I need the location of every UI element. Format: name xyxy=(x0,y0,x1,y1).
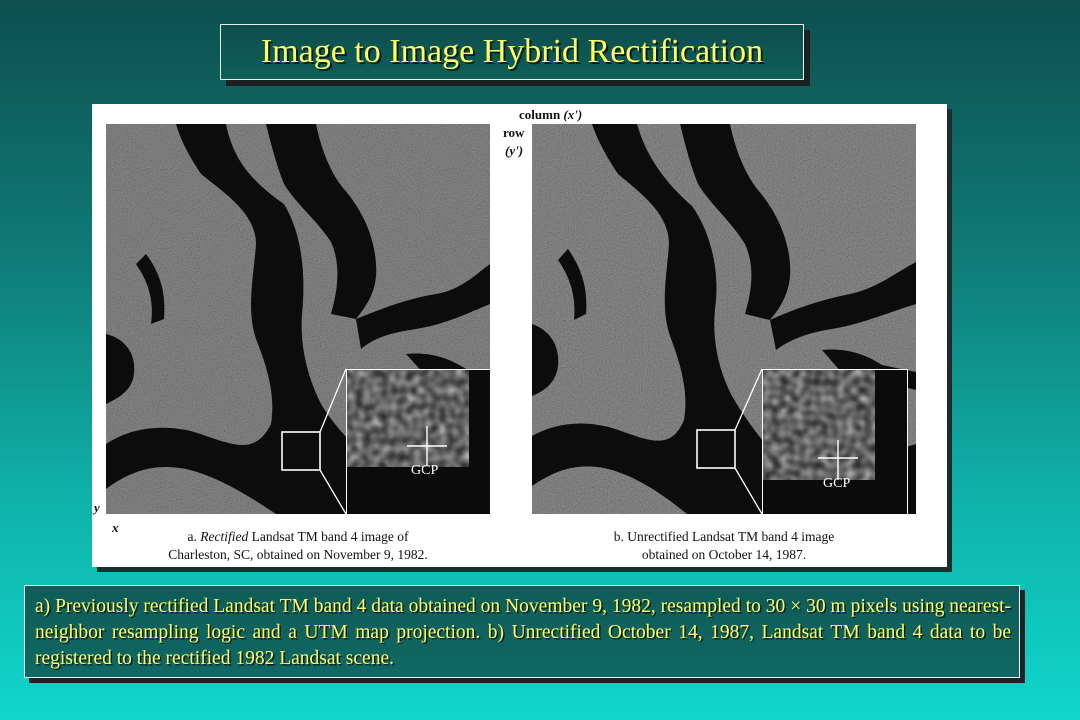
zoom-pixels-a xyxy=(347,370,458,466)
axis-y-label: y xyxy=(94,500,100,515)
title-box: Image to Image Hybrid Rectification xyxy=(220,24,804,80)
axis-x-label: x xyxy=(112,520,119,535)
zoom-line-bottom xyxy=(734,467,763,514)
axis-column-label: column (x') xyxy=(519,107,583,122)
gcp-zoom-inset-b: GCP xyxy=(762,369,908,514)
gcp-selection-box xyxy=(281,431,321,471)
caption-a: a. Rectified Landsat TM band 4 image of … xyxy=(168,529,428,562)
gcp-selection-box xyxy=(696,429,736,469)
axis-row-label: row xyxy=(503,125,525,140)
gcp-label-a: GCP xyxy=(411,463,439,478)
slide-title: Image to Image Hybrid Rectification xyxy=(260,33,764,70)
figure: GCP column (x') row (y') xyxy=(92,104,947,567)
gcp-zoom-inset-a: GCP xyxy=(346,369,490,514)
satellite-image-rectified: GCP xyxy=(106,124,490,514)
land-patch xyxy=(763,370,865,470)
satellite-image-unrectified: GCP xyxy=(532,124,916,514)
zoom-line-top xyxy=(734,368,763,431)
zoom-line-bottom xyxy=(319,469,347,514)
description-text: a) Previously rectified Landsat TM band … xyxy=(35,596,1011,669)
axis-row-var: (y') xyxy=(505,143,524,158)
zoom-line-top xyxy=(319,368,347,433)
land-patch xyxy=(347,370,458,458)
caption-b: b. Unrectified Landsat TM band 4 image o… xyxy=(613,529,835,562)
zoom-pixels-b xyxy=(763,370,865,480)
description-box: a) Previously rectified Landsat TM band … xyxy=(24,585,1020,678)
gcp-label-b: GCP xyxy=(823,476,851,491)
